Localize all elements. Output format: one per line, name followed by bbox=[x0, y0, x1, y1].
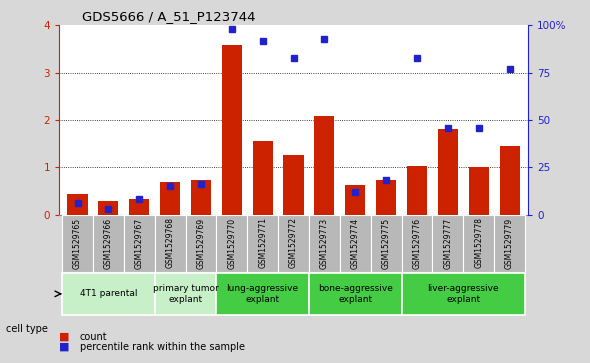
Bar bbox=[253, 141, 273, 215]
Text: ■: ■ bbox=[59, 342, 70, 352]
Text: GSM1529776: GSM1529776 bbox=[412, 217, 421, 269]
Bar bbox=[284, 155, 303, 215]
Bar bbox=[222, 45, 242, 215]
Text: GSM1529768: GSM1529768 bbox=[166, 217, 175, 268]
Bar bbox=[129, 199, 149, 215]
Bar bbox=[217, 215, 247, 272]
Bar bbox=[463, 215, 494, 272]
Bar bbox=[185, 215, 217, 272]
Bar bbox=[191, 180, 211, 215]
Bar bbox=[62, 215, 93, 272]
Bar bbox=[247, 215, 278, 272]
Text: GSM1529772: GSM1529772 bbox=[289, 217, 298, 268]
Bar bbox=[160, 182, 180, 215]
Bar bbox=[376, 180, 396, 215]
Bar bbox=[278, 215, 309, 272]
Text: bone-aggressive
explant: bone-aggressive explant bbox=[318, 284, 393, 303]
Bar bbox=[62, 273, 155, 315]
Text: GSM1529770: GSM1529770 bbox=[227, 217, 237, 269]
Text: GSM1529777: GSM1529777 bbox=[443, 217, 453, 269]
Text: percentile rank within the sample: percentile rank within the sample bbox=[80, 342, 245, 352]
Bar bbox=[314, 116, 335, 215]
Bar bbox=[67, 194, 87, 215]
Bar bbox=[155, 215, 185, 272]
Text: count: count bbox=[80, 332, 107, 342]
Text: lung-aggressive
explant: lung-aggressive explant bbox=[227, 284, 299, 303]
Bar bbox=[494, 215, 525, 272]
Bar bbox=[345, 185, 365, 215]
Bar bbox=[402, 273, 525, 315]
Text: 4T1 parental: 4T1 parental bbox=[80, 289, 137, 298]
Bar bbox=[124, 215, 155, 272]
Bar bbox=[500, 146, 520, 215]
Text: GSM1529775: GSM1529775 bbox=[382, 217, 391, 269]
Bar bbox=[99, 201, 119, 215]
Text: GSM1529766: GSM1529766 bbox=[104, 217, 113, 269]
Text: GSM1529769: GSM1529769 bbox=[196, 217, 205, 269]
Text: GSM1529778: GSM1529778 bbox=[474, 217, 483, 268]
Text: ■: ■ bbox=[59, 332, 70, 342]
Bar bbox=[468, 167, 489, 215]
Bar bbox=[402, 215, 432, 272]
Text: GSM1529765: GSM1529765 bbox=[73, 217, 82, 269]
Text: GSM1529773: GSM1529773 bbox=[320, 217, 329, 269]
Text: liver-aggressive
explant: liver-aggressive explant bbox=[427, 284, 499, 303]
Bar bbox=[371, 215, 402, 272]
Bar bbox=[438, 130, 458, 215]
Text: GSM1529771: GSM1529771 bbox=[258, 217, 267, 268]
Text: GDS5666 / A_51_P123744: GDS5666 / A_51_P123744 bbox=[83, 10, 256, 23]
Bar bbox=[155, 273, 217, 315]
Bar bbox=[407, 166, 427, 215]
Text: GSM1529779: GSM1529779 bbox=[505, 217, 514, 269]
Text: primary tumor
explant: primary tumor explant bbox=[153, 284, 218, 303]
Text: cell type: cell type bbox=[6, 323, 48, 334]
Bar bbox=[432, 215, 463, 272]
Bar bbox=[309, 215, 340, 272]
Bar bbox=[309, 273, 402, 315]
Bar bbox=[93, 215, 124, 272]
Text: GSM1529774: GSM1529774 bbox=[350, 217, 360, 269]
Bar bbox=[217, 273, 309, 315]
Text: GSM1529767: GSM1529767 bbox=[135, 217, 144, 269]
Bar bbox=[340, 215, 371, 272]
